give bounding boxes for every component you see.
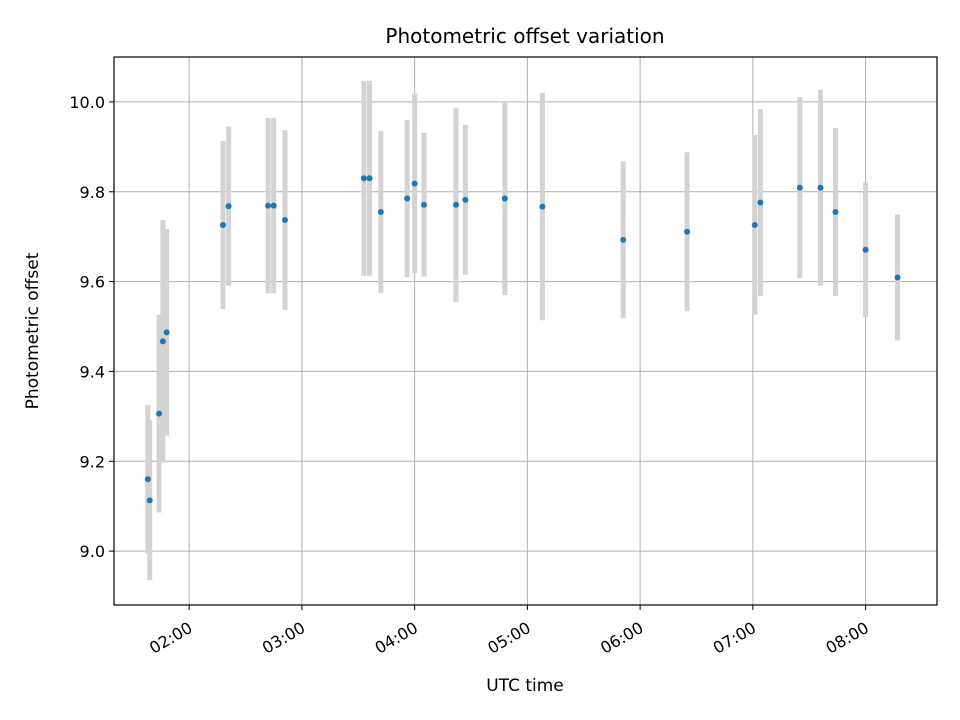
data-point xyxy=(894,274,901,281)
data-point xyxy=(163,329,170,336)
x-axis-label: UTC time xyxy=(486,676,564,696)
y-tick-label: 10.0 xyxy=(69,93,105,112)
data-point xyxy=(159,338,166,345)
data-point xyxy=(452,201,459,208)
y-tick-label: 9.6 xyxy=(80,273,105,292)
plot-frame xyxy=(113,56,938,606)
data-point xyxy=(146,497,153,504)
data-point xyxy=(281,217,288,224)
data-point xyxy=(462,196,469,203)
data-point xyxy=(156,410,163,417)
data-point xyxy=(270,202,277,209)
data-point xyxy=(684,228,691,235)
point-layer xyxy=(144,175,901,504)
data-point xyxy=(219,221,226,228)
data-point xyxy=(751,221,758,228)
data-point xyxy=(404,195,411,202)
data-point xyxy=(144,476,151,483)
data-point xyxy=(360,175,367,182)
data-point xyxy=(832,208,839,215)
data-point xyxy=(421,201,428,208)
y-tick-label: 9.4 xyxy=(80,362,105,381)
data-point xyxy=(411,180,418,187)
data-point xyxy=(817,184,824,191)
data-point xyxy=(757,199,764,206)
data-point xyxy=(796,184,803,191)
data-point xyxy=(265,202,272,209)
chart-title: Photometric offset variation xyxy=(385,24,664,48)
y-tick-label: 9.8 xyxy=(80,183,105,202)
y-tick-label: 9.2 xyxy=(80,452,105,471)
data-point xyxy=(225,203,232,210)
data-point xyxy=(366,175,373,182)
y-tick-label: 9.0 xyxy=(80,542,105,561)
y-axis-label: Photometric offset xyxy=(23,252,43,409)
data-point xyxy=(862,246,869,253)
data-point xyxy=(620,236,627,243)
data-point xyxy=(501,195,508,202)
data-point xyxy=(377,208,384,215)
data-point xyxy=(539,203,546,210)
